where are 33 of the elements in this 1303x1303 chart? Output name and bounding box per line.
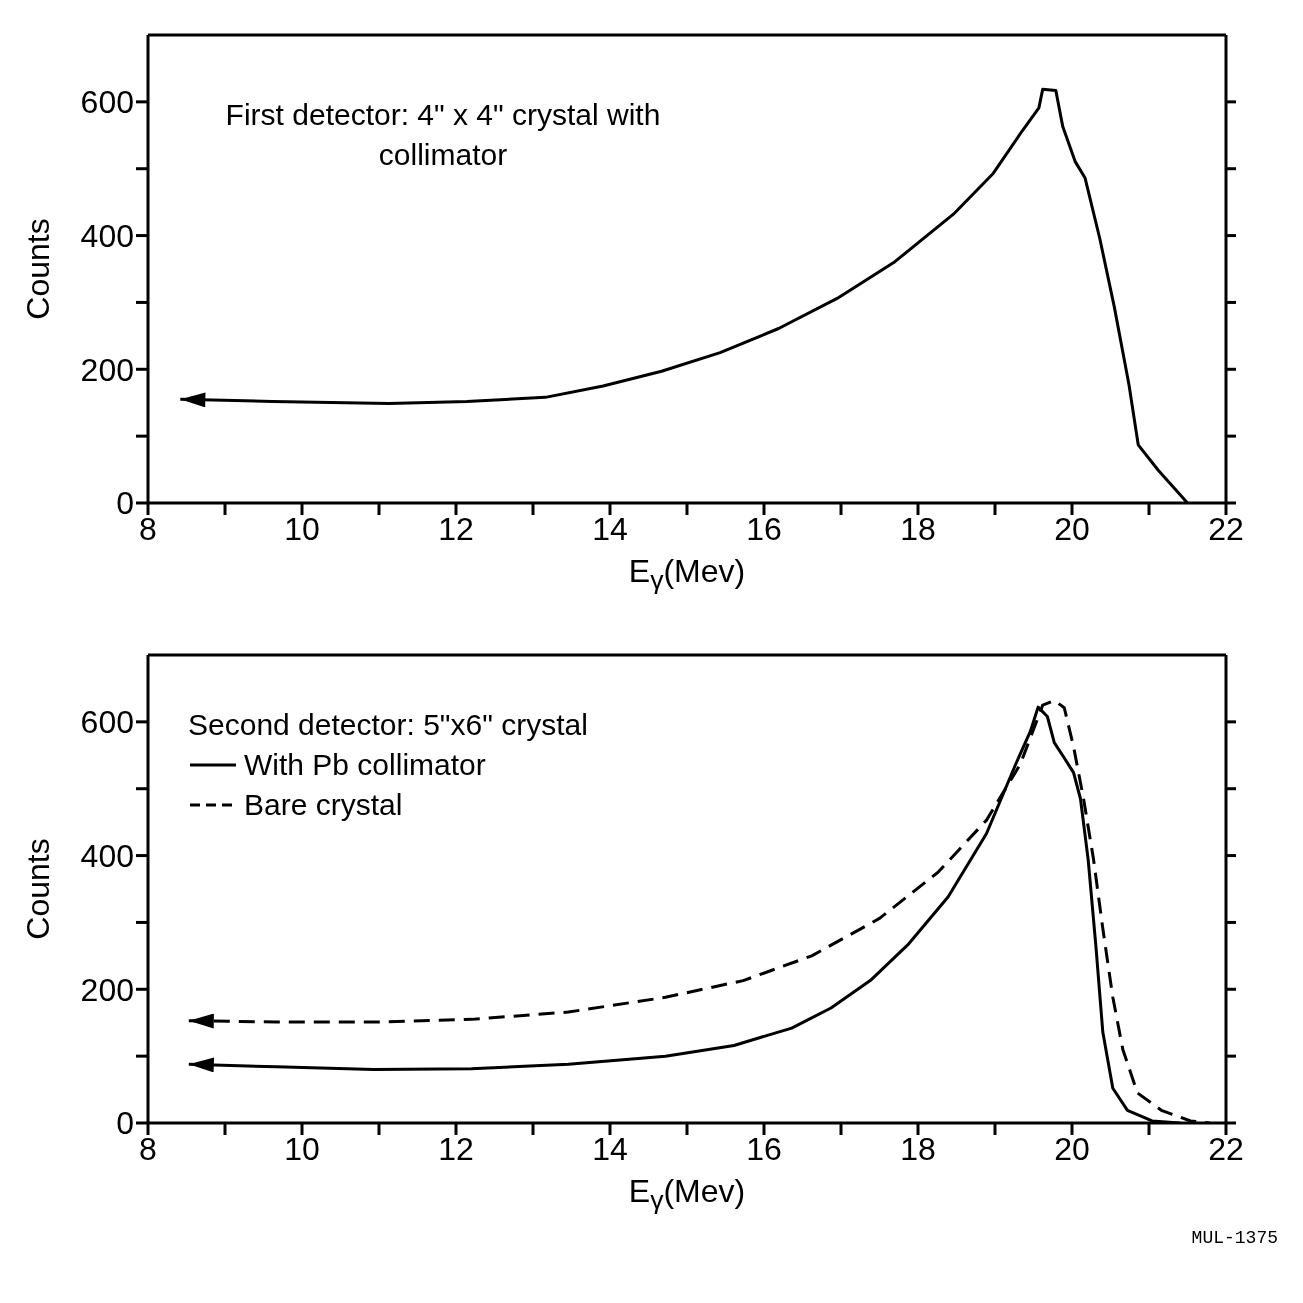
x-tick-label: 8 [139,1130,157,1167]
y-tick-label: 0 [116,485,134,522]
y-axis-title: Counts [19,838,57,940]
x-axis-title: E$_{γ}$(Mev) [628,553,746,597]
y-axis-title: Counts [19,218,57,320]
y-tick-label: 600 [80,704,134,741]
x-tick-label: 22 [1208,1130,1244,1167]
y-tick-label: 600 [80,84,134,121]
x-tick-label: 10 [284,510,320,547]
x-tick-label: 20 [1054,510,1090,547]
x-tick-label: 8 [139,510,157,547]
x-tick-label: 16 [746,510,782,547]
x-tick-label: 12 [438,510,474,547]
text: MUL-1375 [1191,1228,1278,1248]
legend-label: With Pb collimator [244,747,486,783]
annotation: First detector: 4" x 4" crystal with collimator [224,97,662,173]
x-tick-label: 14 [592,1130,628,1167]
y-tick-label: 0 [116,1105,134,1142]
x-tick-label: 12 [438,1130,474,1167]
x-tick-label: 18 [900,510,936,547]
x-tick-label: 10 [284,1130,320,1167]
y-tick-label: 200 [80,351,134,388]
legend-title: Second detector: 5"x6" crystal [188,707,588,743]
y-tick-label: 400 [80,217,134,254]
x-tick-label: 18 [900,1130,936,1167]
x-tick-label: 16 [746,1130,782,1167]
x-tick-label: 22 [1208,510,1244,547]
y-tick-label: 200 [80,971,134,1008]
legend-label: Bare crystal [244,787,403,823]
y-tick-label: 400 [80,837,134,874]
x-axis-title: E$_{γ}$(Mev) [628,1173,746,1217]
x-tick-label: 14 [592,510,628,547]
x-tick-label: 20 [1054,1130,1090,1167]
